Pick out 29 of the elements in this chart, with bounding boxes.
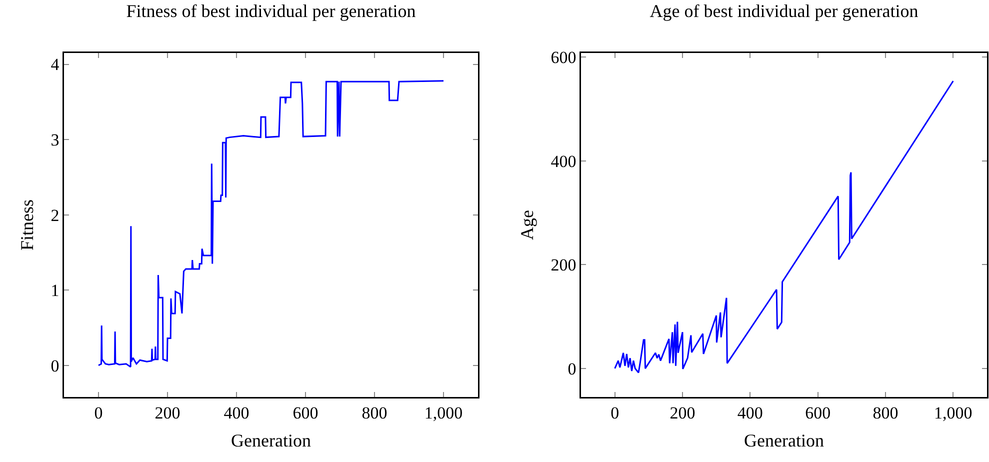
y-tick-label: 2 xyxy=(50,206,60,225)
y-tick-label: 600 xyxy=(550,48,576,68)
x-tick-label: 0 xyxy=(610,404,620,423)
x-tick-label: 0 xyxy=(94,404,103,423)
x-tick-label: 600 xyxy=(805,404,831,423)
line-series xyxy=(614,80,954,374)
x-tick-label: 400 xyxy=(224,404,250,423)
y-axis-title: Fitness xyxy=(17,199,38,251)
x-tick-label: 200 xyxy=(670,404,696,423)
chart-title: Fitness of best individual per generation xyxy=(126,1,416,22)
x-tick-label: 800 xyxy=(362,404,388,423)
y-tick-label: 3 xyxy=(50,130,60,150)
x-tick-label: 1,000 xyxy=(934,404,972,423)
x-tick-label: 600 xyxy=(292,404,318,423)
y-tick-label: 400 xyxy=(550,152,576,171)
chart-title: Age of best individual per generation xyxy=(650,1,918,22)
x-tick-label: 800 xyxy=(872,404,898,423)
y-axis-title: Age xyxy=(517,210,538,240)
x-tick-label: 400 xyxy=(737,404,763,423)
x-tick-label: 200 xyxy=(154,404,180,423)
y-tick-label: 1 xyxy=(50,281,60,300)
y-tick-label: 4 xyxy=(50,55,60,74)
x-axis-title: Generation xyxy=(231,430,311,451)
y-tick-label: 0 xyxy=(50,356,60,376)
y-tick-label: 200 xyxy=(550,256,576,275)
x-tick-label: 1,000 xyxy=(424,404,463,423)
x-axis-title: Generation xyxy=(744,430,824,451)
y-tick-label: 0 xyxy=(568,359,576,378)
line-series xyxy=(98,80,444,368)
